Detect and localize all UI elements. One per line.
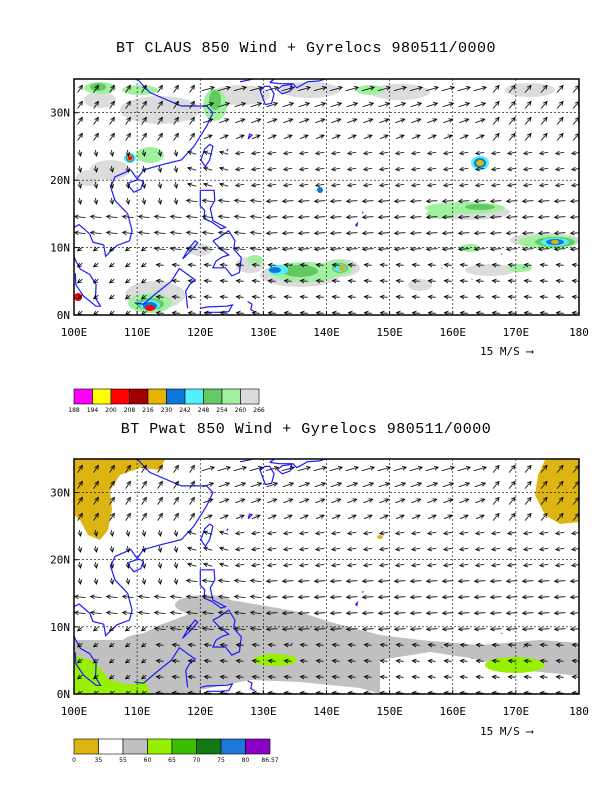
cloud-shading-blue [126, 154, 564, 310]
lon-label: 140E [313, 705, 340, 718]
colorbar-swatch [98, 738, 124, 755]
lat-label: 0N [57, 309, 70, 322]
panel2-colorbar: 0 35 55 60 65 70 75 80 86.57 [72, 738, 279, 764]
colorbar-value: 248 [198, 407, 210, 414]
lon-label: 110E [124, 705, 151, 718]
colorbar-value: 188 [68, 407, 80, 414]
colorbar-value: 35 [95, 757, 103, 764]
lat-label: 0N [57, 688, 70, 701]
lon-label: 120E [187, 705, 214, 718]
colorbar-swatch [147, 738, 173, 755]
reference-arrow-icon: ⟶ [526, 345, 533, 358]
lon-label: 150E [376, 705, 403, 718]
colorbar-swatch [122, 738, 148, 755]
colorbar-value: 55 [119, 757, 127, 764]
colorbar-swatch [171, 738, 197, 755]
lon-label: 150E [376, 326, 403, 339]
wind-vectors [75, 85, 579, 315]
panel2-title: BT Pwat 850 Wind + Gyrelocs 980511/0000 [120, 421, 492, 438]
colorbar-value: 194 [87, 407, 99, 414]
colorbar-swatch [147, 388, 167, 405]
lon-label: 100E [61, 705, 88, 718]
colorbar-value: 86.57 [261, 757, 278, 764]
colorbar-swatch [245, 738, 271, 755]
colorbar-value: 60 [144, 757, 152, 764]
cloud-shading-cyan [124, 153, 569, 310]
coastlines [74, 459, 525, 692]
pwat-shading-gold [74, 459, 579, 540]
colorbar-swatch [129, 388, 149, 405]
lat-label: 30N [50, 487, 70, 500]
lon-label: 170E [503, 705, 530, 718]
colorbar-value: 200 [105, 407, 117, 414]
lon-label: 110E [124, 326, 151, 339]
colorbar-swatch [166, 388, 186, 405]
colorbar-value: 70 [193, 757, 201, 764]
colorbar-swatch [203, 388, 223, 405]
lat-label: 30N [50, 107, 70, 120]
wind-vectors [75, 465, 579, 694]
panel1-colorbar: 188 194 200 208 216 230 242 248 254 260 266 [68, 388, 265, 414]
colorbar-value: 230 [161, 407, 173, 414]
lon-label: 140E [313, 326, 340, 339]
panel1-reference-vector: 15 M/S ⟶ [480, 345, 533, 358]
panel1-map [74, 82, 579, 313]
lon-label: 100E [61, 326, 88, 339]
panel2-reference-vector: 15 M/S ⟶ [480, 725, 533, 738]
colorbar-swatch [240, 388, 260, 405]
lat-label: 10N [50, 242, 70, 255]
colorbar-swatch [184, 388, 204, 405]
colorbar-swatch [220, 738, 246, 755]
lon-label: 130E [250, 326, 277, 339]
lon-label: 180 [569, 326, 589, 339]
panel2-overlays [74, 459, 579, 694]
coastlines [74, 79, 525, 313]
panel1-reference-label: 15 M/S [480, 345, 520, 358]
lon-label: 120E [187, 326, 214, 339]
lon-label: 130E [250, 705, 277, 718]
colorbar-value: 254 [216, 407, 228, 414]
colorbar-swatch [110, 388, 130, 405]
panel2-reference-label: 15 M/S [480, 725, 520, 738]
lon-label: 180 [569, 705, 589, 718]
colorbar-value: 65 [168, 757, 176, 764]
lat-label: 20N [50, 174, 70, 187]
panel1-overlays [74, 79, 579, 315]
colorbar-value: 75 [217, 757, 225, 764]
panel1-title: BT CLAUS 850 Wind + Gyrelocs 980511/0000 [115, 40, 497, 57]
colorbar-value: 260 [235, 407, 247, 414]
colorbar-value: 216 [142, 407, 154, 414]
panel2-map [74, 459, 579, 694]
colorbar-value: 242 [179, 407, 191, 414]
colorbar-swatch [73, 738, 99, 755]
colorbar-swatch [73, 388, 93, 405]
lat-label: 10N [50, 621, 70, 634]
colorbar-swatch [221, 388, 241, 405]
lon-label: 170E [503, 326, 530, 339]
colorbar-value: 266 [253, 407, 265, 414]
colorbar-value: 208 [124, 407, 136, 414]
reference-arrow-icon: ⟶ [526, 725, 533, 738]
colorbar-swatch [92, 388, 112, 405]
colorbar-swatch [196, 738, 222, 755]
lon-label: 160E [440, 326, 467, 339]
lon-label: 160E [440, 705, 467, 718]
lat-label: 20N [50, 554, 70, 567]
colorbar-value: 80 [242, 757, 250, 764]
colorbar-value: 0 [72, 757, 76, 764]
